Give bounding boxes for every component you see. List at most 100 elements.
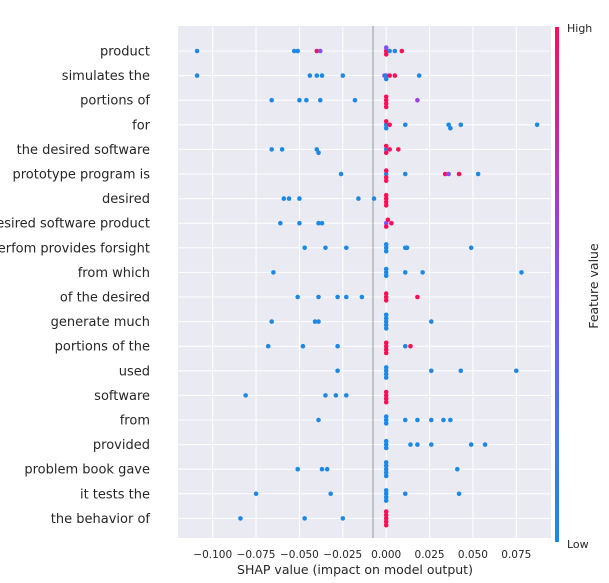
data-point [383,270,389,275]
data-point [383,438,389,444]
data-point [383,522,389,528]
data-point [402,171,408,177]
data-point [383,122,389,128]
data-point [387,48,392,54]
x-tick-labels: −0.100 −0.075 −0.050 −0.025 0.000 0.025 0.050 0… [193,549,531,561]
data-point [359,294,365,300]
data-point [383,178,389,184]
data-point [383,371,389,377]
data-point [383,396,389,402]
data-point [428,368,434,374]
data-point [534,122,540,128]
data-point [297,220,302,226]
data-point [383,199,389,205]
data-point [441,417,446,423]
data-point [383,516,389,521]
data-point [324,466,330,472]
data-point [383,312,389,318]
data-point [383,368,389,374]
data-point [383,445,389,451]
data-point [468,442,474,447]
data-point [316,220,321,226]
data-point [383,94,389,100]
data-point [323,393,328,398]
feature-label: problem book gave [24,463,150,478]
data-point [383,298,389,303]
colorbar-low-label: Low [567,538,589,551]
feature-label: from which [78,266,150,281]
data-point [428,319,434,324]
feature-label: from [120,414,150,429]
data-point [383,273,389,279]
data-point [396,147,401,152]
x-tick-label: 0.050 [458,549,488,561]
data-point [383,73,389,78]
data-point [415,97,420,103]
data-point [383,119,389,124]
data-point [314,147,320,152]
data-point [448,417,453,423]
x-axis-title: SHAP value (impact on model output) [237,562,473,577]
data-point [316,319,321,324]
data-point [383,175,389,180]
data-point [343,393,349,398]
data-point [194,48,200,54]
data-point [291,48,297,54]
data-point [383,45,389,50]
data-point [446,122,451,128]
data-point [442,171,448,177]
data-point [428,417,434,423]
data-point [458,368,464,374]
data-point [269,147,274,152]
data-point [383,322,389,328]
data-point [383,291,389,296]
feature-label: prototype program is [13,168,151,183]
data-point [383,519,389,525]
data-point [402,122,408,128]
data-point [389,220,394,226]
data-point [402,270,408,275]
data-point [383,245,389,251]
x-tick-label: −0.050 [280,549,319,561]
data-point [383,393,389,398]
data-point [383,343,389,349]
data-point [304,97,309,103]
data-point [383,315,389,321]
data-point [383,399,389,405]
data-point [446,171,451,177]
data-point [316,417,321,423]
feature-label: desired software product [0,217,150,232]
data-point [383,326,389,331]
data-point [383,460,389,465]
data-point [371,196,377,201]
data-point [383,143,389,149]
data-point [271,270,276,275]
data-point [468,245,474,251]
x-tick-label: 0.025 [415,549,445,561]
data-point [383,463,389,469]
feature-label: it tests the [80,487,150,502]
feature-label: product [100,45,150,60]
data-point [383,97,389,103]
data-point [335,368,340,374]
data-point [383,350,389,356]
data-point [392,73,398,78]
data-point [456,171,462,177]
data-point [383,466,389,472]
data-point [194,73,200,78]
data-point [335,294,340,300]
data-point [383,224,389,229]
data-point [383,147,389,152]
data-point [387,147,392,152]
data-point [281,196,287,201]
data-point [415,442,420,447]
data-point [415,417,420,423]
data-point [455,466,460,472]
data-point [319,466,325,472]
data-point [383,491,389,497]
feature-label: the desired software [17,143,150,158]
data-point [328,491,333,497]
data-point [404,245,410,251]
data-point [302,245,307,251]
data-point [269,319,274,324]
